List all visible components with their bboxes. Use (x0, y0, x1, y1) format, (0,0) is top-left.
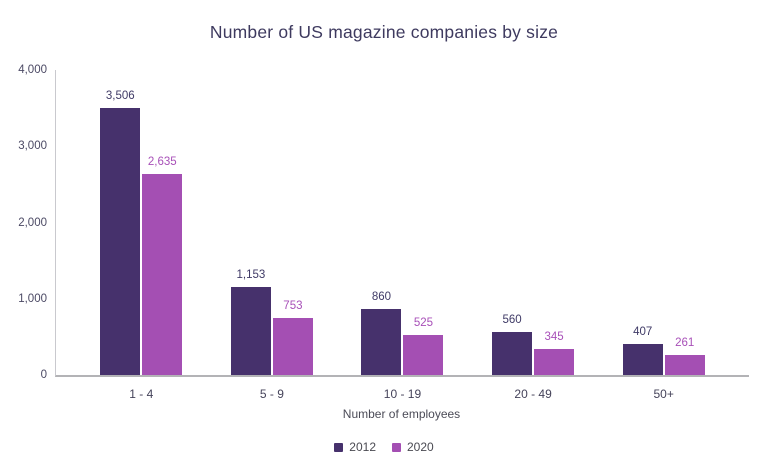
category-label: 1 - 4 (129, 387, 154, 401)
legend-swatch-icon (334, 442, 344, 452)
legend: 2012 2020 (0, 440, 768, 454)
bar-cell: 261 (664, 337, 705, 375)
legend-swatch-icon (392, 442, 401, 452)
bar-group: 407 261 50+ (621, 326, 707, 401)
y-axis: 0 1,000 2,000 3,000 4,000 (0, 64, 47, 381)
y-tick-label: 2,000 (18, 216, 47, 229)
bar-cell: 2,635 (142, 156, 183, 375)
legend-label: 2020 (407, 440, 434, 454)
bar-group: 860 525 10 - 19 (359, 291, 445, 401)
bar-value-label: 3,506 (105, 89, 135, 102)
bar-value-label: 1,153 (236, 269, 266, 282)
legend-item-2012: 2012 (334, 440, 376, 454)
bar-value-label: 753 (283, 299, 303, 312)
bar-value-label: 261 (675, 337, 695, 350)
category-label: 5 - 9 (259, 387, 284, 401)
bar-2020 (403, 335, 444, 375)
bar-group: 1,153 753 5 - 9 (229, 269, 315, 401)
bar-cell: 753 (272, 299, 313, 375)
bar-2020 (272, 317, 313, 375)
bar-2012 (492, 332, 533, 375)
category-label: 10 - 19 (383, 387, 422, 401)
bar-value-label: 407 (633, 326, 653, 338)
bar-2020 (664, 355, 705, 375)
bar-value-label: 860 (371, 291, 392, 304)
bar-group: 3,506 2,635 1 - 4 (98, 89, 184, 401)
legend-item-2020: 2020 (392, 440, 434, 454)
bar-cell: 560 (492, 314, 533, 375)
plot-area: 3,506 2,635 1 - 4 1,153 753 5 - 9 860 525 10 - 1… (55, 70, 749, 401)
bar-cell: 1,153 (230, 269, 271, 375)
bar-value-label: 560 (502, 314, 522, 327)
bar-2012 (622, 344, 663, 375)
y-tick-label: 3,000 (18, 140, 47, 153)
bar-cell: 3,506 (100, 89, 141, 375)
y-tick-label: 0 (40, 369, 47, 381)
bar-cell: 345 (534, 330, 575, 375)
bar-cell: 407 (622, 326, 663, 375)
category-label: 50+ (653, 387, 674, 401)
y-tick-label: 4,000 (18, 64, 47, 76)
bar-cell: 860 (361, 291, 402, 375)
category-label: 20 - 49 (514, 387, 552, 401)
legend-label: 2012 (349, 440, 376, 454)
bar-2012 (230, 287, 271, 375)
bar-value-label: 525 (413, 317, 434, 329)
y-tick-label: 1,000 (18, 292, 47, 305)
bar-2012 (100, 107, 141, 375)
chart-title: Number of US magazine companies by size (209, 22, 559, 42)
x-axis-title: Number of employees (342, 407, 461, 421)
bar-cell: 525 (403, 317, 444, 375)
bar-2020 (534, 348, 575, 375)
bar-groups-container: 3,506 2,635 1 - 4 1,153 753 5 - 9 860 525 10 - 1… (56, 70, 749, 401)
bar-2012 (361, 309, 402, 375)
bar-group: 560 345 20 - 49 (490, 314, 576, 401)
bar-value-label: 345 (544, 330, 564, 343)
bar-value-label: 2,635 (147, 156, 177, 169)
bar-2020 (142, 174, 183, 375)
